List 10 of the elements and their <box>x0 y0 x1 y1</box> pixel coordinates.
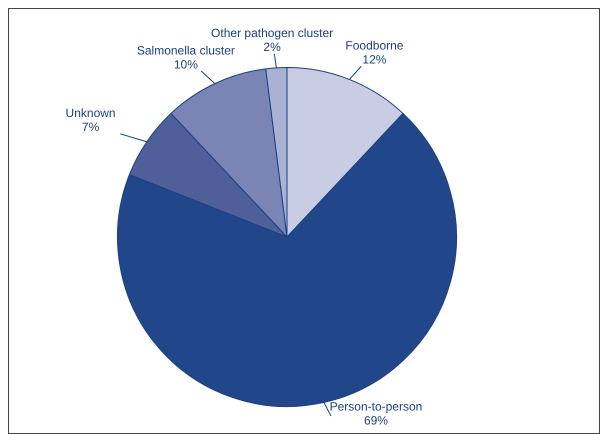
data-label: 69% <box>364 413 388 428</box>
data-label: 7% <box>82 120 100 134</box>
slice-label: Other pathogen cluster <box>211 26 334 40</box>
slice-label: Salmonella cluster <box>136 43 235 58</box>
data-label: 12% <box>362 52 387 67</box>
slice-label: Unknown <box>66 106 116 120</box>
slice-label: Person-to-person <box>330 399 422 414</box>
slice-label: Foodborne <box>345 38 404 53</box>
data-label: 10% <box>174 57 198 72</box>
data-label: 2% <box>263 40 282 54</box>
